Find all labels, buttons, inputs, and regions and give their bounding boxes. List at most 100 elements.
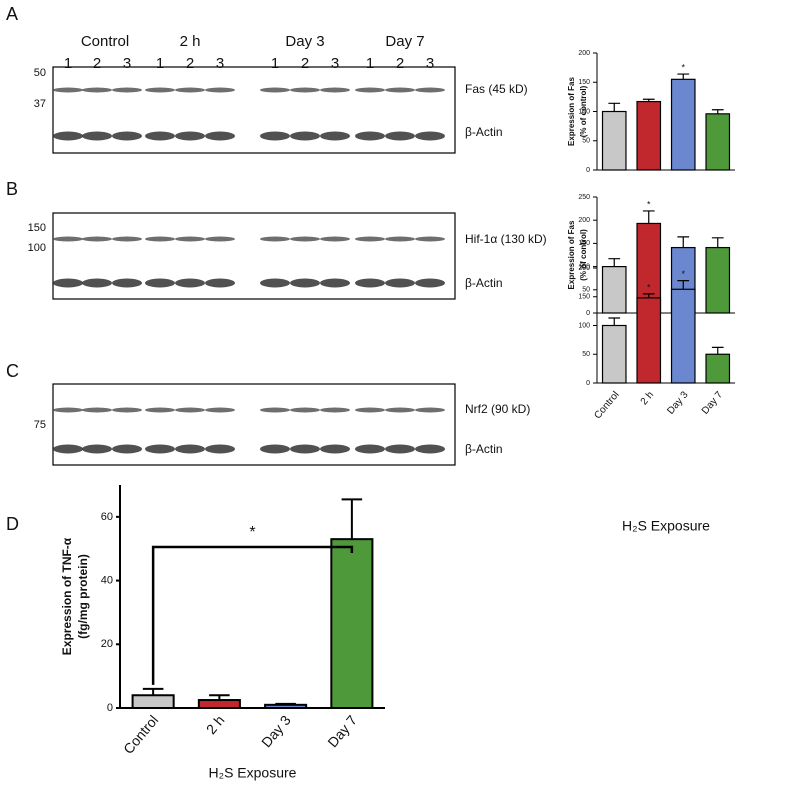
blot-band — [385, 236, 415, 242]
blot-band — [175, 278, 205, 288]
blot-band — [175, 87, 205, 93]
x-tick-label: Day 7 — [324, 712, 360, 750]
y-tick-label: 0 — [586, 310, 590, 317]
blot-band — [385, 444, 415, 454]
blot-band — [260, 87, 290, 93]
y-tick-label: 20 — [101, 638, 113, 650]
x-axis-label: H₂S Exposure — [209, 765, 297, 781]
x-tick-label: Control — [120, 712, 161, 757]
blot-band — [415, 87, 445, 93]
blot-band — [385, 87, 415, 93]
blot-band — [112, 236, 142, 242]
blot-band — [320, 444, 350, 454]
blot-band — [415, 131, 445, 141]
bar — [636, 297, 662, 384]
blot-band — [320, 407, 350, 413]
blot-band — [205, 87, 235, 93]
blot-band — [53, 444, 83, 454]
significance: * — [647, 282, 651, 292]
y-tick-label: 150 — [578, 294, 590, 301]
marker-label: 75 — [34, 419, 46, 431]
blot-band — [82, 444, 112, 454]
y-axis-label: Expression of Fas — [567, 220, 576, 289]
error-bar — [677, 73, 690, 80]
blot-band — [355, 444, 385, 454]
blot-band — [290, 407, 320, 413]
blot-band — [82, 87, 112, 93]
y-tick-label: 200 — [578, 265, 590, 272]
panel-letter: D — [6, 514, 19, 534]
x-tick-label: Control — [592, 390, 621, 422]
blot-band — [53, 87, 83, 93]
band-label: Fas (45 kD) — [465, 82, 528, 96]
blot-band — [175, 131, 205, 141]
blot-band — [145, 278, 175, 288]
blot-band — [112, 407, 142, 413]
blot-band — [385, 131, 415, 141]
blot-band — [112, 131, 142, 141]
bar — [705, 246, 731, 314]
error-bar — [209, 694, 230, 701]
blot-band — [112, 444, 142, 454]
error-bar — [642, 293, 655, 298]
y-axis-label: Expression of TNF-α — [60, 537, 74, 655]
group-label: 2 h — [180, 33, 201, 50]
blot-band — [175, 444, 205, 454]
lane-label: 1 — [156, 55, 164, 72]
blot-band — [205, 407, 235, 413]
y-axis-label: (fg/mg protein) — [76, 554, 90, 639]
blot-band — [415, 407, 445, 413]
blot-band — [320, 236, 350, 242]
group-label: Control — [81, 33, 129, 50]
y-tick-label: 0 — [586, 167, 590, 174]
significance-bracket — [151, 545, 354, 685]
blot-band — [82, 131, 112, 141]
x-tick-label: Day 7 — [700, 389, 725, 416]
blot-band — [290, 278, 320, 288]
blot-band — [260, 278, 290, 288]
lane-label: 3 — [123, 55, 131, 72]
significance: * — [647, 199, 651, 209]
blot-band — [385, 278, 415, 288]
error-bar — [608, 258, 621, 267]
blot-band — [82, 407, 112, 413]
lane-label: 1 — [271, 55, 279, 72]
error-bar — [608, 317, 621, 326]
band-label: Hif-1α (130 kD) — [465, 232, 547, 246]
blot-band — [53, 407, 83, 413]
error-bar — [642, 210, 655, 224]
bar — [330, 538, 374, 710]
error-bar — [711, 109, 724, 114]
panel-letter: C — [6, 361, 19, 381]
blot-band — [290, 87, 320, 93]
lane-label: 1 — [366, 55, 374, 72]
y-tick-label: 0 — [107, 702, 113, 714]
error-bar — [711, 346, 724, 355]
y-tick-label: 200 — [578, 217, 590, 224]
x-tick-label: Day 3 — [665, 389, 690, 416]
blot-band — [205, 444, 235, 454]
blot-band — [415, 236, 445, 242]
y-tick-label: 100 — [578, 322, 590, 329]
band-label: Nrf2 (90 kD) — [465, 402, 530, 416]
bar — [705, 113, 731, 171]
lane-label: 3 — [216, 55, 224, 72]
blot-band — [290, 131, 320, 141]
panel-letter: A — [6, 4, 18, 24]
error-bar — [608, 102, 621, 112]
error-bar — [677, 236, 690, 248]
blot-band — [355, 236, 385, 242]
y-axis-label: (% of control) — [579, 85, 588, 137]
bar — [601, 324, 627, 384]
group-label: Day 3 — [285, 33, 324, 50]
marker-label: 37 — [34, 98, 46, 110]
error-bar — [711, 237, 724, 248]
bar — [264, 703, 308, 709]
bar — [601, 266, 627, 314]
blot-band — [320, 131, 350, 141]
blot-band — [205, 131, 235, 141]
blot-band — [355, 131, 385, 141]
blot-band — [355, 87, 385, 93]
error-bar — [677, 280, 690, 290]
y-tick-label: 150 — [578, 79, 590, 86]
